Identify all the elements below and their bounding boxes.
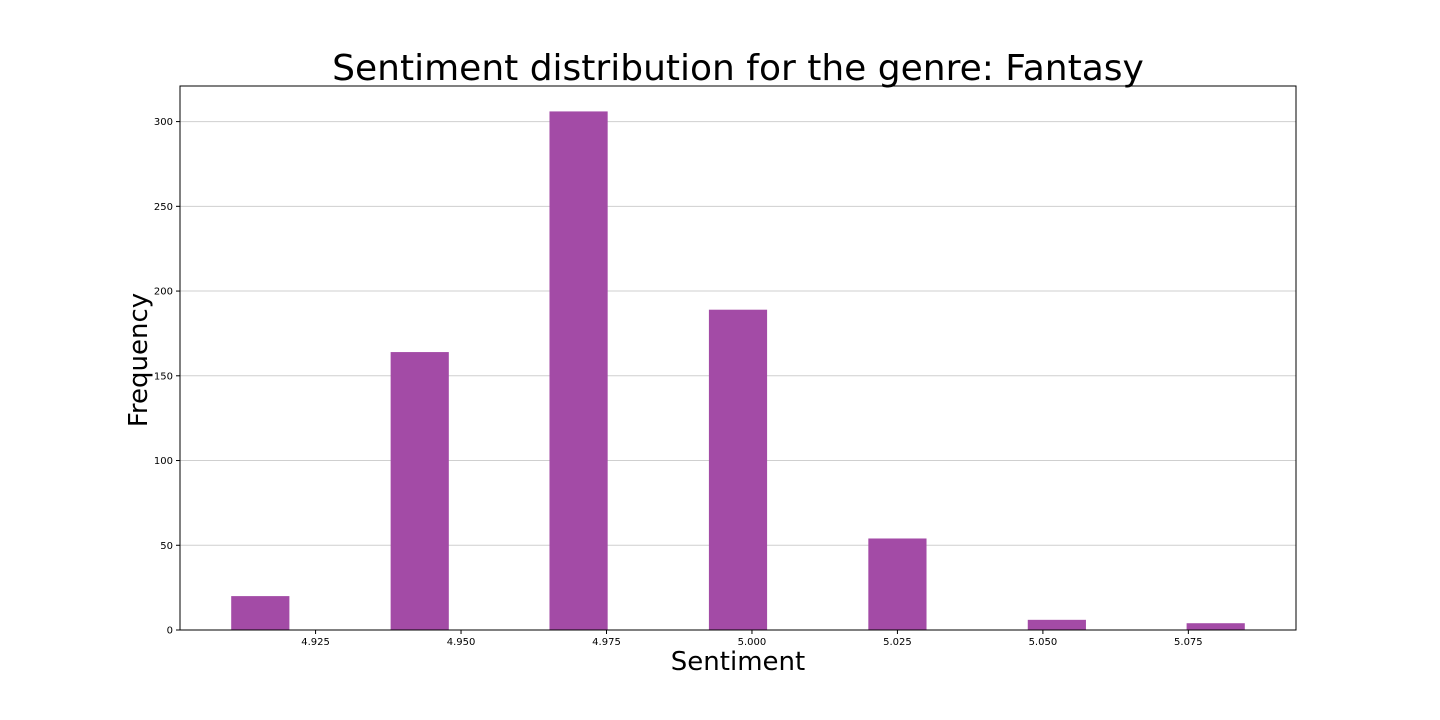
- y-axis-ticks: 0 50 100 150 200 250 300: [154, 117, 180, 637]
- plot-frame: [179, 85, 1297, 631]
- x-axis-label: Sentiment: [671, 647, 805, 677]
- histogram-bar: [231, 596, 290, 630]
- x-tick-label: 4.950: [447, 637, 476, 648]
- histogram-bar: [868, 538, 927, 630]
- y-tick-label: 250: [154, 202, 173, 213]
- y-axis-label: Frequency: [124, 293, 154, 427]
- histogram-bar: [1186, 623, 1245, 630]
- y-tick-label: 150: [154, 371, 173, 382]
- y-tick-label: 200: [154, 287, 173, 298]
- x-tick-label: 5.000: [738, 637, 767, 648]
- x-tick-label: 4.925: [301, 637, 330, 648]
- x-tick-label: 5.075: [1174, 637, 1203, 648]
- x-axis-ticks: 4.925 4.950 4.975 5.000 5.025 5.050 5.075: [301, 630, 1203, 648]
- x-tick-label: 4.975: [592, 637, 621, 648]
- x-tick-label: 5.025: [883, 637, 912, 648]
- histogram-bar: [390, 352, 449, 630]
- histogram-bar: [1027, 619, 1086, 630]
- chart-title: Sentiment distribution for the genre: Fa…: [332, 48, 1144, 89]
- histogram-bar: [549, 111, 608, 631]
- histogram-bar: [708, 309, 768, 630]
- y-tick-label: 100: [154, 456, 173, 467]
- x-tick-label: 5.050: [1029, 637, 1058, 648]
- bars: [231, 111, 1245, 631]
- y-tick-label: 300: [154, 117, 173, 128]
- y-tick-label: 50: [160, 541, 173, 552]
- y-tick-label: 0: [167, 626, 173, 637]
